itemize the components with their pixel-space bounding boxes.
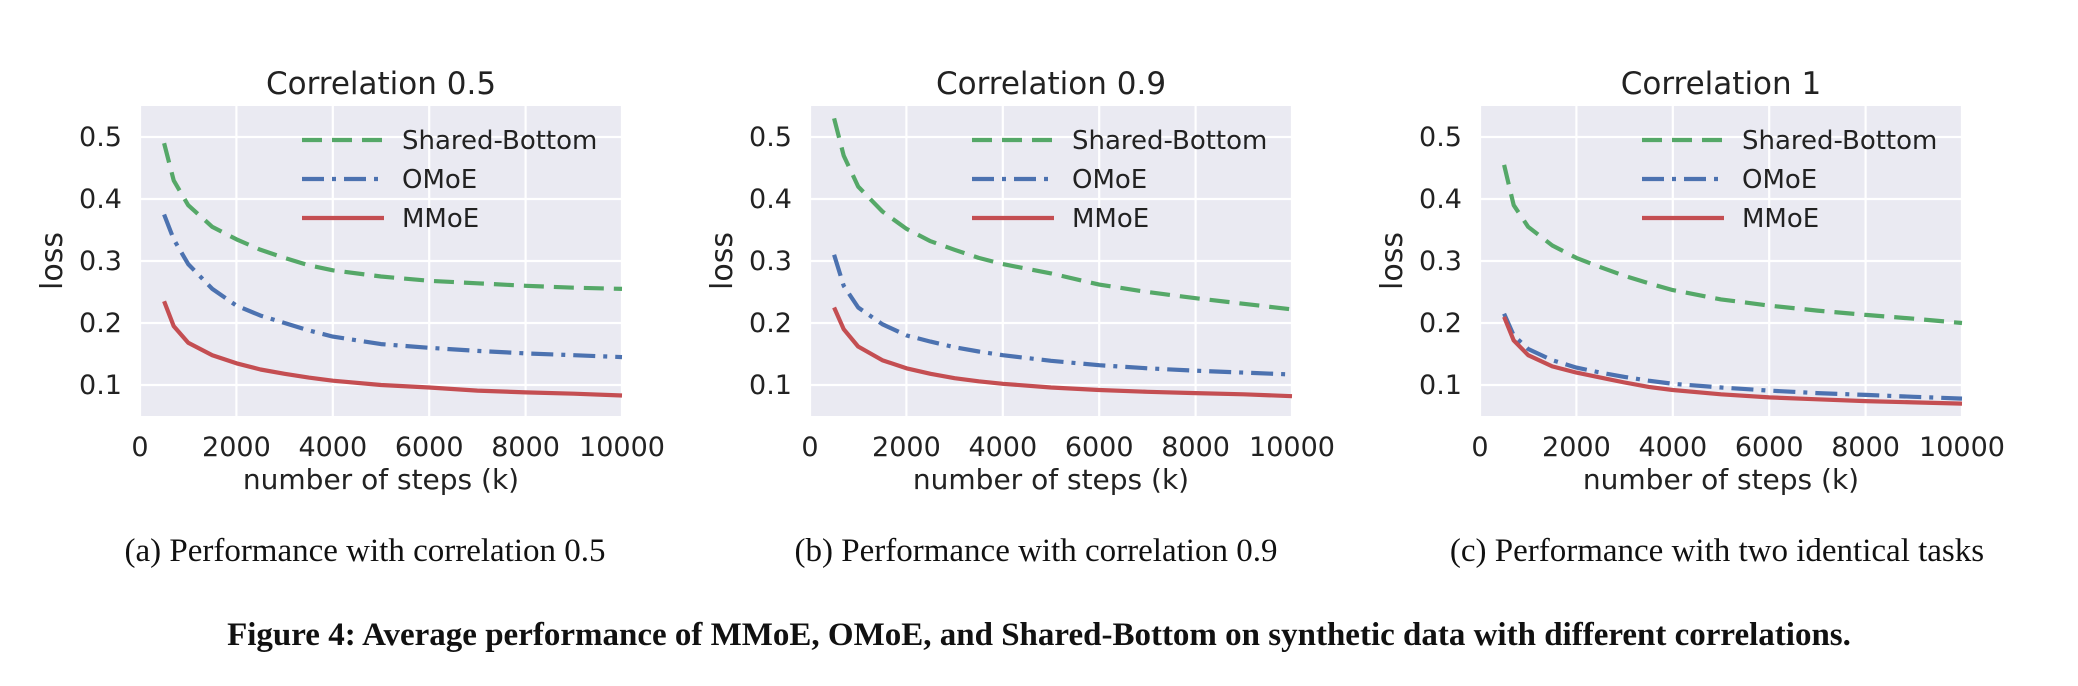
y-tick-label: 0.3	[1419, 246, 1462, 277]
y-tick-label: 0.2	[79, 308, 122, 339]
x-axis-label: number of steps (k)	[1583, 463, 1859, 496]
y-tick-label: 0.4	[749, 184, 792, 215]
x-tick-label: 6000	[1065, 432, 1134, 463]
x-tick-label: 0	[131, 432, 148, 463]
x-tick-label: 6000	[1735, 432, 1804, 463]
x-tick-label: 4000	[298, 432, 367, 463]
legend-label: OMoE	[402, 165, 477, 195]
x-tick-label: 6000	[395, 432, 464, 463]
series-line-shared-bottom	[832, 117, 1293, 312]
series-line-omoe	[162, 213, 623, 360]
y-tick-label: 0.4	[1419, 184, 1462, 215]
y-tick-label: 0.1	[79, 370, 122, 401]
legend-label: MMoE	[402, 204, 479, 234]
subcaption-b: (b) Performance with correlation 0.9	[794, 533, 1278, 569]
x-tick-label: 0	[801, 432, 818, 463]
y-tick-label: 0.3	[749, 246, 792, 277]
series-line-mmoe	[832, 306, 1293, 399]
chart-panel-2: 0 2000 4000 6000 8000 10000 0.1 0.2 0.3 0.4 0.5 Cor…	[705, 66, 1335, 496]
y-tick-label: 0.1	[1419, 370, 1462, 401]
y-tick-label: 0.5	[79, 122, 122, 153]
x-tick-label: 8000	[491, 432, 560, 463]
legend-label: MMoE	[1072, 204, 1149, 234]
x-tick-label: 4000	[968, 432, 1037, 463]
x-tick-label: 2000	[1542, 432, 1611, 463]
y-axis-label: loss	[1375, 232, 1410, 290]
y-tick-label: 0.2	[749, 308, 792, 339]
x-tick-label: 10000	[579, 432, 665, 463]
legend-label: Shared-Bottom	[1072, 126, 1267, 156]
x-axis-label: number of steps (k)	[913, 463, 1189, 496]
chart-title: Correlation 0.9	[936, 66, 1166, 102]
series-line-shared-bottom	[162, 142, 623, 291]
y-axis-label: loss	[705, 232, 740, 290]
legend-label: Shared-Bottom	[402, 126, 597, 156]
y-tick-label: 0.1	[749, 370, 792, 401]
legend-label: Shared-Bottom	[1742, 126, 1937, 156]
x-tick-label: 4000	[1638, 432, 1707, 463]
x-tick-label: 0	[1471, 432, 1488, 463]
series-line-mmoe	[1502, 316, 1963, 406]
legend-label: OMoE	[1742, 165, 1817, 195]
x-tick-label: 8000	[1161, 432, 1230, 463]
x-axis-label: number of steps (k)	[243, 463, 519, 496]
subcaption-c: (c) Performance with two identical tasks	[1449, 533, 1985, 569]
y-tick-label: 0.3	[79, 246, 122, 277]
series-line-omoe	[832, 254, 1293, 377]
subcaption-a: (a) Performance with correlation 0.5	[124, 533, 606, 569]
chart-panel-1: 0 2000 4000 6000 8000 10000 0.1 0.2 0.3 0.4 0.5 Cor…	[35, 66, 665, 496]
series-line-shared-bottom	[1502, 164, 1963, 326]
legend-label: OMoE	[1072, 165, 1147, 195]
y-tick-label: 0.4	[79, 184, 122, 215]
x-tick-label: 2000	[872, 432, 941, 463]
chart-panel-3: 0 2000 4000 6000 8000 10000 0.1 0.2 0.3 0.4 0.5 Cor…	[1375, 66, 2005, 496]
y-tick-label: 0.5	[1419, 122, 1462, 153]
legend-label: MMoE	[1742, 204, 1819, 234]
y-axis-label: loss	[35, 232, 70, 290]
series-line-mmoe	[162, 300, 623, 398]
x-tick-label: 10000	[1249, 432, 1335, 463]
y-tick-label: 0.5	[749, 122, 792, 153]
x-tick-label: 10000	[1919, 432, 2005, 463]
figure-caption: Figure 4: Average performance of MMoE, O…	[227, 617, 1851, 653]
y-tick-label: 0.2	[1419, 308, 1462, 339]
x-tick-label: 8000	[1831, 432, 1900, 463]
chart-title: Correlation 0.5	[266, 66, 496, 102]
chart-title: Correlation 1	[1621, 66, 1822, 102]
x-tick-label: 2000	[202, 432, 271, 463]
series-line-omoe	[1502, 312, 1963, 401]
